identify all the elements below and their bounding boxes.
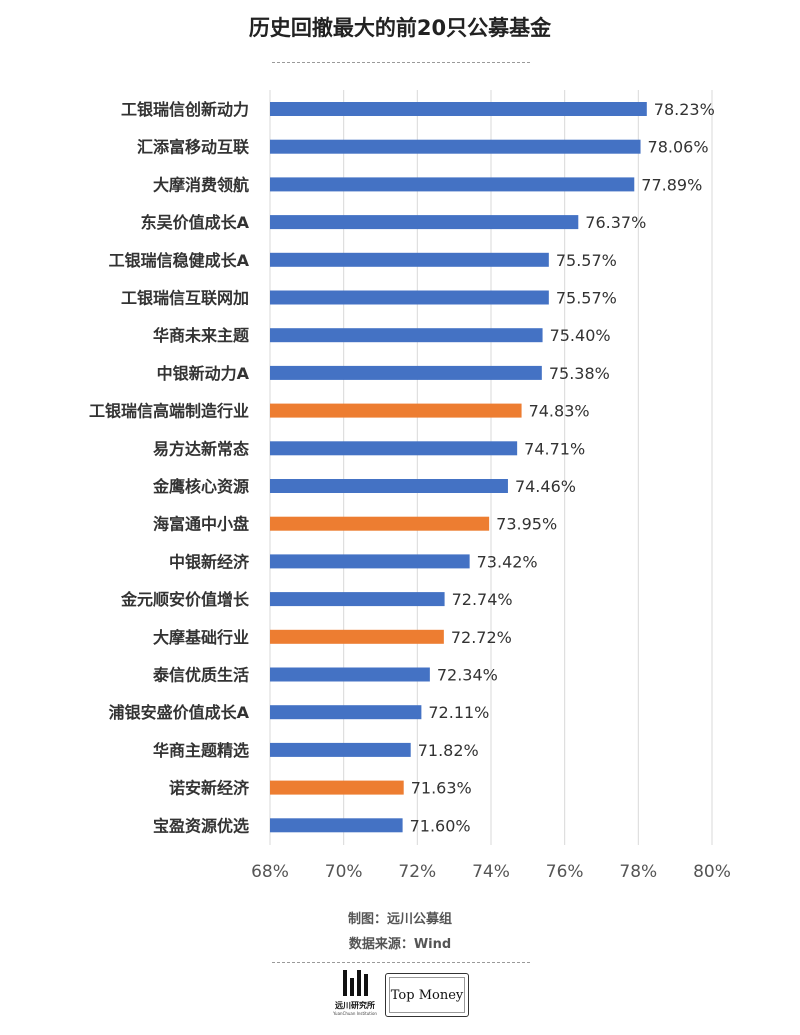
top-divider: [272, 62, 530, 63]
bar: [270, 780, 404, 795]
bar: [270, 554, 470, 569]
category-label: 大摩基础行业: [153, 628, 249, 647]
data-label: 76.37%: [585, 213, 646, 232]
category-label: 东吴价值成长A: [141, 213, 250, 232]
category-label: 工银瑞信创新动力: [121, 100, 249, 119]
chart-maker-credit: 制图：远川公募组: [347, 912, 452, 927]
category-label: 汇添富移动互联: [137, 138, 249, 157]
bar: [270, 328, 543, 343]
bar: [270, 290, 549, 305]
yuanchuan-logo-subtext: YuanChuan Institution: [333, 1011, 377, 1016]
bar: [270, 403, 522, 418]
data-source-credit: 数据来源：Wind: [348, 937, 452, 952]
category-label: 诺安新经济: [169, 779, 250, 798]
category-label: 金鹰核心资源: [152, 477, 249, 496]
bar: [270, 667, 430, 682]
data-label: 73.42%: [477, 552, 538, 571]
bar: [270, 629, 444, 644]
x-tick-label: 74%: [472, 862, 510, 882]
chart-title: 历史回撤最大的前20只公募基金: [248, 16, 552, 40]
data-label: 71.63%: [411, 779, 472, 798]
data-label: 71.60%: [410, 816, 471, 835]
data-label: 78.23%: [654, 100, 715, 119]
x-tick-label: 72%: [398, 862, 436, 882]
data-label: 74.83%: [529, 402, 590, 421]
x-tick-label: 80%: [693, 862, 731, 882]
bar: [270, 592, 445, 607]
category-label: 工银瑞信互联网加: [121, 289, 249, 308]
data-label: 75.40%: [550, 326, 611, 345]
bar: [270, 215, 579, 230]
bar: [270, 742, 411, 757]
yuanchuan-logo-text: 远川研究所: [335, 1001, 375, 1010]
category-label: 宝盈资源优选: [153, 816, 249, 835]
category-label: 工银瑞信稳健成长A: [109, 251, 250, 270]
bar: [270, 252, 549, 267]
category-label: 工银瑞信高端制造行业: [89, 402, 249, 421]
data-label: 72.74%: [452, 590, 513, 609]
bar: [270, 177, 635, 192]
category-label: 海富通中小盘: [153, 515, 249, 534]
data-label: 78.06%: [648, 138, 709, 157]
category-label: 华商主题精选: [153, 741, 249, 760]
category-label: 易方达新常态: [153, 439, 249, 458]
data-label: 73.95%: [496, 515, 557, 534]
category-label: 泰信优质生活: [152, 666, 249, 685]
x-tick-label: 76%: [546, 862, 584, 882]
x-tick-label: 68%: [251, 862, 289, 882]
category-label: 金元顺安价值增长: [120, 590, 250, 609]
bar: [270, 365, 542, 380]
category-label: 华商未来主题: [153, 326, 250, 345]
data-label: 72.11%: [428, 703, 489, 722]
bar: [270, 441, 518, 456]
bar: [270, 479, 508, 493]
data-label: 74.71%: [524, 439, 585, 458]
category-label: 浦银安盛价值成长A: [109, 703, 250, 722]
category-label: 中银新经济: [169, 552, 250, 571]
data-label: 72.34%: [437, 666, 498, 685]
bar: [270, 102, 647, 116]
yuanchuan-bars-icon: [330, 970, 380, 996]
data-label: 71.82%: [418, 741, 479, 760]
bar: [270, 516, 490, 531]
bottom-divider: [272, 962, 530, 963]
data-label: 75.38%: [549, 364, 610, 383]
topmoney-logo-text: Top Money: [389, 977, 465, 1013]
bar: [270, 139, 641, 154]
x-tick-label: 70%: [325, 862, 363, 882]
data-label: 77.89%: [641, 175, 702, 194]
data-label: 72.72%: [451, 628, 512, 647]
data-label: 75.57%: [556, 251, 617, 270]
bar: [270, 818, 403, 833]
data-label: 75.57%: [556, 289, 617, 308]
yuanchuan-logo: 远川研究所 YuanChuan Institution: [330, 970, 380, 1020]
topmoney-logo: Top Money: [385, 973, 469, 1017]
bar: [270, 705, 422, 720]
bar-chart: 68% 70% 72% 74% 76% 78% 80% 工银瑞信创新动力 78.23% 汇添富移动…: [89, 90, 731, 882]
x-tick-label: 78%: [619, 862, 657, 882]
category-label: 大摩消费领航: [153, 175, 249, 194]
category-label: 中银新动力A: [157, 364, 250, 383]
data-label: 74.46%: [515, 477, 576, 496]
